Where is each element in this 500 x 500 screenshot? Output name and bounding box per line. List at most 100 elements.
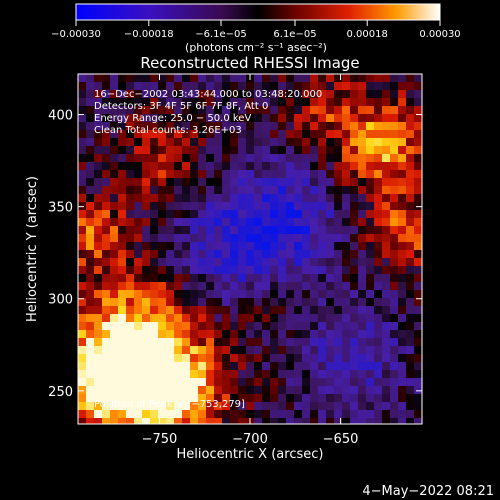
heatmap-cell [222,362,231,371]
heatmap-cell [126,346,135,355]
heatmap-cell [334,122,343,131]
heatmap-cell [142,362,151,371]
heatmap-cell [366,218,375,227]
heatmap-cell [358,322,367,331]
heatmap-cell [374,298,383,307]
heatmap-cell [206,218,215,227]
heatmap-cell [414,394,422,403]
heatmap-cell [406,258,415,267]
heatmap-cell [198,354,207,363]
heatmap-cell [94,314,103,323]
heatmap-cell [150,90,159,99]
heatmap-cell [342,402,351,411]
heatmap-cell [110,362,119,371]
heatmap-cell [238,138,247,147]
heatmap-cell [142,162,151,171]
heatmap-cell [126,410,135,419]
y-tick-label: 250 [48,385,73,400]
heatmap-cell [190,122,199,131]
heatmap-cell [102,378,111,387]
heatmap-cell [326,322,335,331]
heatmap-cell [318,354,327,363]
heatmap-cell [326,250,335,259]
heatmap-cell [214,282,223,291]
heatmap-cell [382,170,391,179]
heatmap-cell [350,106,359,115]
heatmap-cell [126,282,135,291]
heatmap-cell [214,394,223,403]
heatmap-cell [326,258,335,267]
heatmap-cell [358,226,367,235]
heatmap-cell [302,338,311,347]
heatmap-cell [142,266,151,275]
heatmap-cell [238,194,247,203]
heatmap-cell [286,98,295,107]
heatmap-cell [398,282,407,291]
heatmap-cell [78,258,87,267]
heatmap-cell [110,322,119,331]
heatmap-cell [238,282,247,291]
heatmap-cell [110,130,119,139]
heatmap-cell [398,250,407,259]
heatmap-cell [406,274,415,283]
heatmap-cell [222,290,231,299]
heatmap-cell [158,130,167,139]
heatmap-cell [190,250,199,259]
heatmap-cell [382,210,391,219]
heatmap-cell [262,106,271,115]
heatmap-cell [222,258,231,267]
heatmap-cell [246,274,255,283]
heatmap-cell [318,250,327,259]
heatmap-cell [86,138,95,147]
heatmap-cell [134,378,143,387]
heatmap-cell [334,266,343,275]
heatmap-cell [102,418,111,424]
heatmap-cell [398,314,407,323]
heatmap-cell [414,90,422,99]
heatmap-cell [110,298,119,307]
heatmap-cell [118,322,127,331]
heatmap-cell [262,338,271,347]
heatmap-cell [390,354,399,363]
heatmap-cell [350,234,359,243]
heatmap-cell [166,82,175,91]
heatmap-cell [190,130,199,139]
heatmap-cell [94,98,103,107]
heatmap-cell [150,394,159,403]
heatmap-cell [342,418,351,424]
heatmap-cell [358,298,367,307]
heatmap-cell [390,242,399,251]
heatmap-cell [398,74,407,83]
heatmap-cell [342,90,351,99]
y-tick-label: 350 [48,201,73,216]
heatmap-cell [198,98,207,107]
heatmap-cell [198,194,207,203]
heatmap-cell [118,346,127,355]
heatmap-cell [78,282,87,291]
heatmap-cell [182,274,191,283]
heatmap-cell [118,354,127,363]
heatmap-cell [142,74,151,83]
heatmap-cell [382,106,391,115]
heatmap-cell [110,266,119,275]
heatmap-cell [118,202,127,211]
heatmap-cell [110,106,119,115]
heatmap-cell [86,338,95,347]
heatmap-cell [366,242,375,251]
heatmap-cell [190,146,199,155]
heatmap-cell [78,130,87,139]
heatmap-cell [78,74,87,83]
heatmap-cell [374,290,383,299]
heatmap-cell [126,274,135,283]
heatmap-cell [142,194,151,203]
heatmap-cell [86,146,95,155]
heatmap-cell [174,386,183,395]
heatmap-cell [134,258,143,267]
heatmap-cell [326,202,335,211]
heatmap-cell [414,266,422,275]
heatmap-cell [302,90,311,99]
heatmap-cell [406,170,415,179]
heatmap-cell [374,242,383,251]
heatmap-cell [214,378,223,387]
heatmap-cell [182,170,191,179]
